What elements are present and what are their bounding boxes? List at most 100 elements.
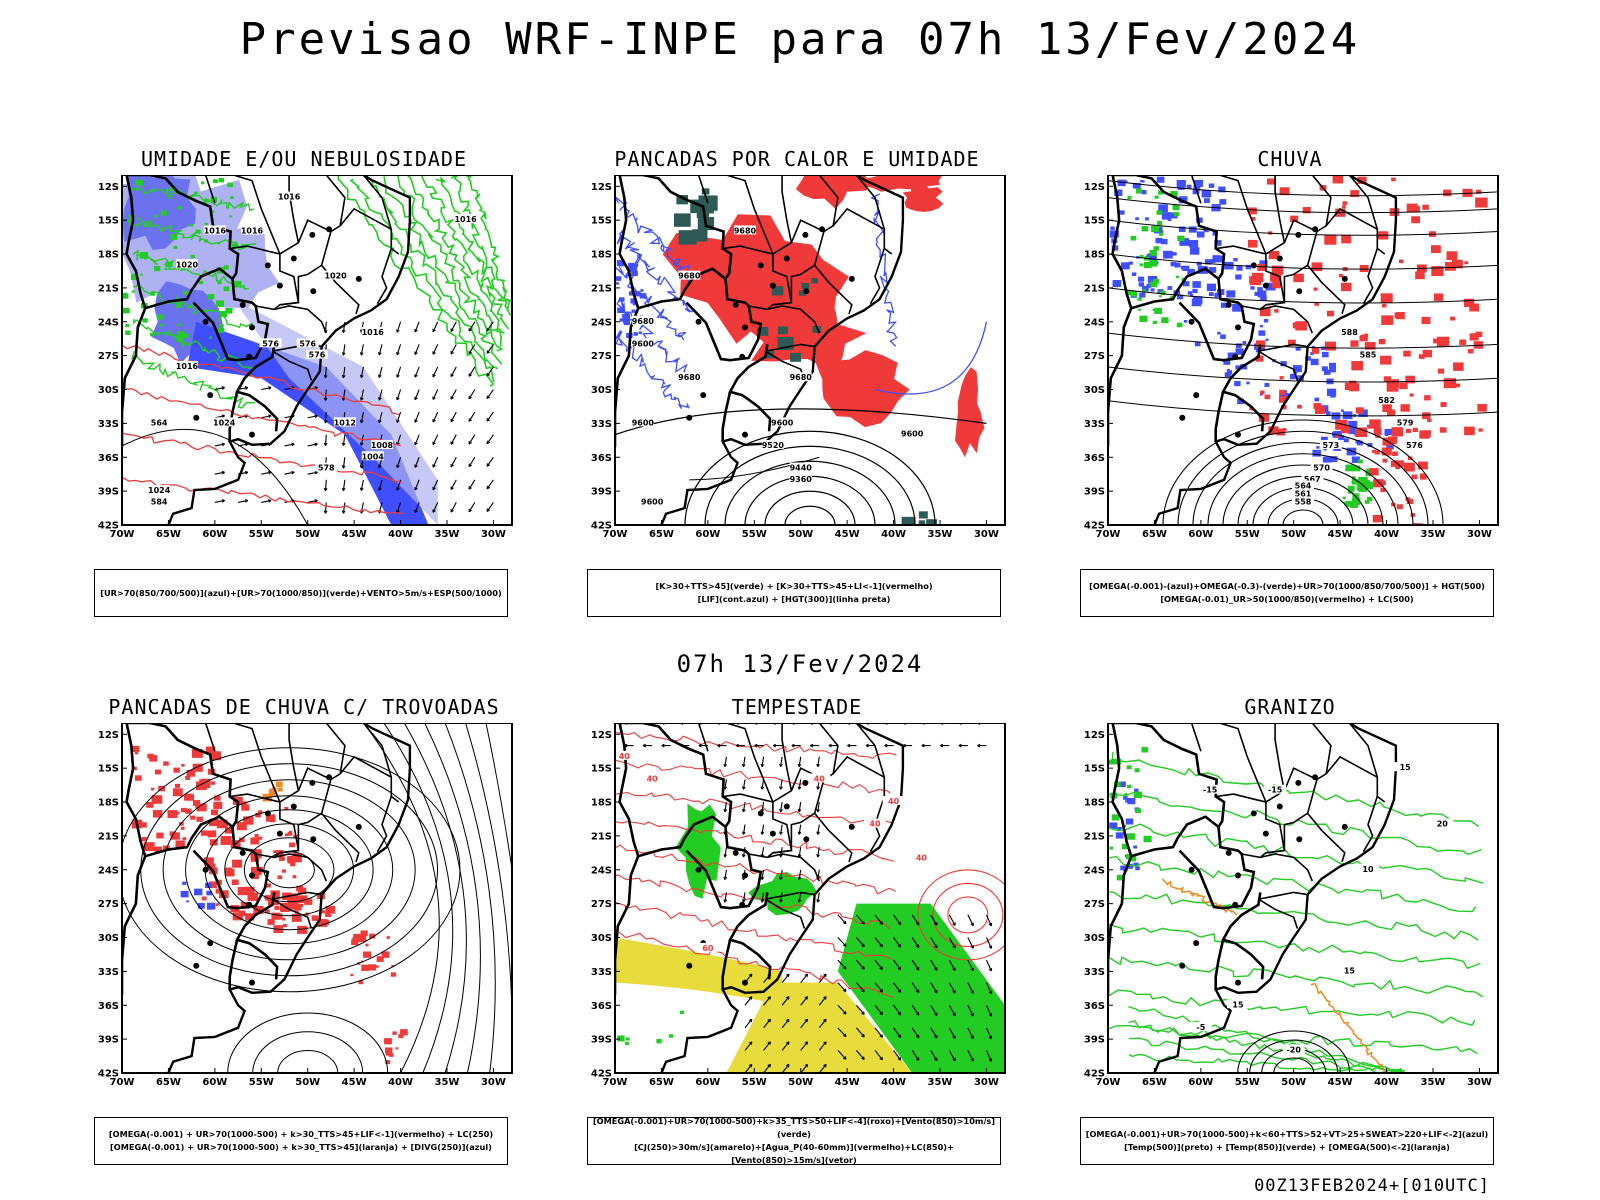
shaded-cell <box>1295 321 1307 331</box>
shaded-cell <box>223 265 229 270</box>
wind-vector-head <box>786 973 790 978</box>
wind-vector <box>486 434 494 444</box>
country-border <box>1214 939 1225 990</box>
shaded-cell <box>1433 338 1440 344</box>
shaded-cell <box>1395 465 1400 470</box>
wind-vector-head <box>804 1018 809 1023</box>
contour-label: 1016 <box>454 215 477 224</box>
shaded-cell <box>292 854 302 863</box>
lon-tick-label: 60W <box>202 529 227 540</box>
lon-tick-label: 70W <box>1096 529 1121 540</box>
state-border <box>1306 812 1346 863</box>
hgt-contour <box>1108 197 1498 214</box>
shaded-cell <box>1255 355 1264 362</box>
lat-tick-label: 33S <box>98 967 119 978</box>
wind-vector-head <box>786 1018 790 1023</box>
wind-vector <box>911 914 920 926</box>
shaded-cell <box>215 903 220 906</box>
lon-tick-label: 45W <box>342 529 367 540</box>
lake <box>1312 774 1319 781</box>
red-dashed-contour <box>122 344 400 416</box>
shaded-cell <box>701 188 710 195</box>
streamline <box>403 723 467 1073</box>
shaded-cell <box>1141 226 1149 232</box>
contour-label-bg <box>203 225 226 235</box>
wind-vector-head <box>396 419 400 423</box>
wind-vector-head <box>934 1057 938 1062</box>
lon-tick-label: 50W <box>788 1077 813 1088</box>
shaded-cell <box>190 254 195 259</box>
shaded-cell <box>1126 863 1133 869</box>
contour-label: 9600 <box>771 418 794 427</box>
lon-tick-label: 55W <box>742 529 767 540</box>
shaded-cell <box>186 900 189 903</box>
shaded-cell <box>173 245 178 249</box>
state-border <box>271 350 313 381</box>
wind-vector <box>761 756 765 767</box>
shaded-cell <box>277 875 283 880</box>
shaded-cell <box>255 812 261 818</box>
shaded-cell <box>1364 342 1376 351</box>
lake <box>848 823 855 830</box>
main-title: Previsao WRF-INPE para 07h 13/Fev/2024 <box>239 14 1361 65</box>
shaded-cell <box>194 888 203 896</box>
state-border <box>767 853 821 882</box>
lon-tick-label: 60W <box>695 1077 720 1088</box>
wind-vector <box>450 366 457 377</box>
shaded-cell <box>243 816 254 825</box>
shaded-cell <box>1399 382 1408 390</box>
lat-tick-label: 24S <box>1084 317 1105 328</box>
shaded-cell <box>1341 282 1352 292</box>
wind-vector <box>450 344 457 355</box>
wind-vector-head <box>323 374 328 379</box>
shaded-cell <box>220 836 232 845</box>
shaded-cell <box>1217 331 1221 335</box>
wind-vector-head <box>741 763 746 768</box>
shaded-cell <box>177 206 182 210</box>
shaded-cell <box>1350 190 1360 198</box>
lat-tick-label: 15S <box>591 216 612 227</box>
shaded-cell <box>139 252 149 259</box>
shaded-cell <box>1182 265 1190 272</box>
shaded-cell <box>175 302 183 308</box>
shaded-cell <box>197 902 205 909</box>
wind-vector-head <box>396 374 400 378</box>
wind-vector <box>486 456 494 467</box>
shaded-cell <box>1366 496 1373 502</box>
wind-vector <box>742 756 746 767</box>
shaded-cell <box>391 964 394 967</box>
shaded-cell <box>1356 482 1367 491</box>
wind-vector-head <box>396 329 400 333</box>
shaded-cell <box>1323 369 1331 375</box>
state-border <box>1260 853 1314 882</box>
wind-vector <box>763 1018 771 1029</box>
shaded-cell <box>1155 237 1163 244</box>
wind-vector-head <box>432 464 436 468</box>
lat-tick-label: 21S <box>591 831 612 842</box>
shaded-cell <box>1141 285 1149 292</box>
lake <box>1188 866 1195 873</box>
shaded-cell <box>668 1034 674 1038</box>
shaded-cell <box>1172 252 1177 256</box>
contour-label-bg <box>361 451 384 461</box>
country-border <box>192 278 270 362</box>
shaded-cell <box>1369 419 1381 429</box>
wind-vector <box>817 801 820 812</box>
shaded-cell <box>352 937 358 942</box>
lat-tick-label: 36S <box>1084 453 1105 464</box>
wind-vector-head <box>843 920 847 925</box>
lake <box>1296 836 1303 843</box>
wind-vector-head <box>786 996 790 1000</box>
lon-tick-label: 70W <box>1096 1077 1121 1088</box>
wind-vector-head <box>816 831 820 835</box>
panel-title: TEMPESTADE <box>731 695 863 719</box>
wind-vector-head <box>396 396 400 401</box>
lake <box>686 962 693 969</box>
wind-vector <box>378 389 383 401</box>
hgt-contour <box>1177 430 1429 525</box>
shaded-cell <box>384 1038 392 1045</box>
lake <box>1341 823 1348 830</box>
shaded-cell <box>1219 199 1227 205</box>
lake <box>742 872 748 879</box>
